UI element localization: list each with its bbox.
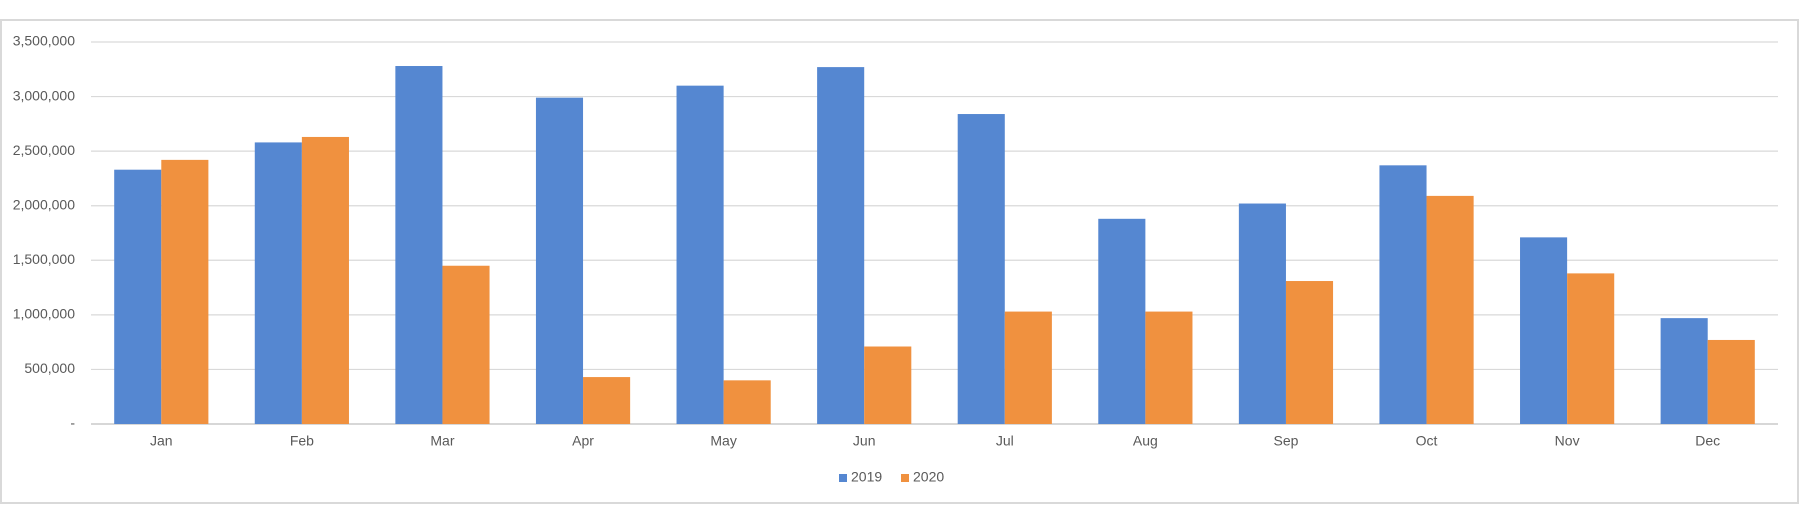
x-tick-label: Aug <box>1133 433 1158 449</box>
bar <box>676 85 724 425</box>
bar <box>1660 318 1708 424</box>
x-tick-label: Mar <box>430 433 454 449</box>
y-tick-label: 3,000,000 <box>13 87 75 103</box>
x-tick-label: May <box>710 433 736 449</box>
bar <box>535 97 584 425</box>
y-tick-label: - <box>70 415 75 431</box>
bar <box>395 66 443 425</box>
bar <box>254 142 302 424</box>
bar <box>864 346 912 424</box>
bar <box>1098 218 1146 424</box>
bar <box>1238 203 1286 424</box>
bar <box>1707 339 1755 424</box>
x-tick-label: Apr <box>572 433 594 449</box>
bar <box>817 67 865 425</box>
bar <box>1004 311 1052 424</box>
legend-label: 2020 <box>913 469 944 485</box>
x-tick-label: Dec <box>1695 433 1720 449</box>
legend-label: 2019 <box>851 469 882 485</box>
y-tick-label: 1,500,000 <box>13 251 75 267</box>
legend-swatch <box>839 474 847 482</box>
bar <box>957 114 1005 424</box>
bar <box>301 136 349 424</box>
bar <box>1567 273 1615 424</box>
bar <box>1145 311 1193 424</box>
legend-swatch <box>901 474 909 482</box>
x-tick-label: Jan <box>150 433 173 449</box>
bar <box>1426 195 1474 424</box>
x-tick-label: Sep <box>1273 433 1298 449</box>
bar <box>1520 237 1568 424</box>
bar <box>583 377 631 424</box>
y-tick-label: 2,500,000 <box>13 142 75 158</box>
bar <box>1379 165 1427 424</box>
bar <box>114 169 162 424</box>
x-tick-label: Jun <box>853 433 876 449</box>
y-tick-label: 1,000,000 <box>13 306 75 322</box>
bar <box>161 159 209 425</box>
y-tick-label: 500,000 <box>24 360 75 376</box>
x-tick-label: Feb <box>290 433 314 449</box>
bar <box>442 265 490 424</box>
y-tick-label: 3,500,000 <box>13 33 75 49</box>
x-tick-label: Jul <box>996 433 1014 449</box>
bar <box>1285 281 1334 424</box>
x-tick-label: Nov <box>1555 433 1580 449</box>
bar <box>723 380 771 424</box>
x-tick-label: Oct <box>1416 433 1438 449</box>
y-tick-label: 2,000,000 <box>13 196 75 212</box>
